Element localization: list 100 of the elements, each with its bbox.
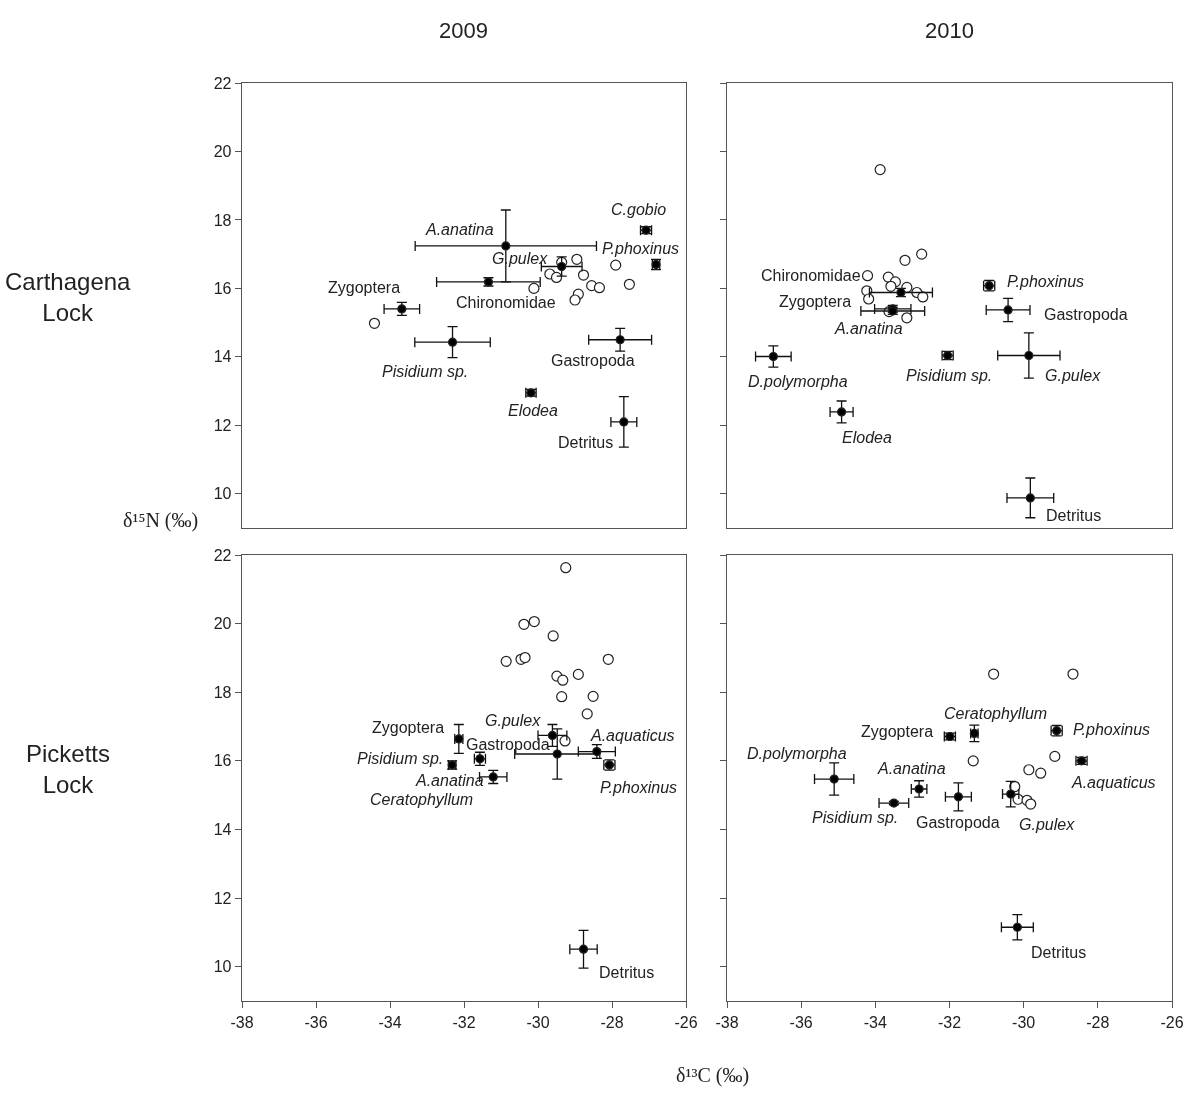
point xyxy=(528,282,540,294)
point xyxy=(1067,668,1079,680)
series-label: Ceratophyllum xyxy=(944,705,1048,722)
point xyxy=(619,417,629,427)
point xyxy=(528,615,540,628)
point xyxy=(988,668,1000,680)
chart-title: 2009 xyxy=(439,18,488,43)
series-label: Chironomidae xyxy=(456,294,556,311)
series-label: Pisidium sp. xyxy=(812,809,899,826)
point xyxy=(1035,767,1047,779)
series-label: Pisidium sp. xyxy=(906,367,993,384)
series-label: A.anatina xyxy=(877,760,946,777)
series-label: P.phoxinus xyxy=(1073,721,1151,738)
point xyxy=(899,254,911,266)
point xyxy=(768,351,778,362)
point xyxy=(861,270,874,282)
point xyxy=(593,282,606,294)
point xyxy=(557,674,569,686)
point xyxy=(557,261,567,272)
point xyxy=(556,691,568,703)
x-tick-label: -38 xyxy=(230,1013,254,1031)
y-tick-label: 20 xyxy=(213,615,232,633)
point xyxy=(560,562,572,574)
point xyxy=(885,280,897,292)
series-label: Zygoptera xyxy=(861,723,934,740)
series-label: G.pulex xyxy=(1019,816,1076,833)
y-tick-label: 12 xyxy=(213,416,232,434)
x-tick-label: -36 xyxy=(304,1013,328,1031)
point xyxy=(501,241,511,251)
y-tick-label: 14 xyxy=(213,348,232,366)
series-label: P.phoxinus xyxy=(1007,273,1085,290)
point xyxy=(552,749,562,759)
series-label: A.aquaticus xyxy=(1071,774,1156,791)
point xyxy=(967,755,979,767)
series-label: Pisidium sp. xyxy=(357,750,444,767)
y-tick-label: 20 xyxy=(213,143,232,161)
point xyxy=(581,708,593,720)
y-tick-label: 10 xyxy=(213,958,232,976)
point xyxy=(1024,350,1034,361)
x-tick-label: -38 xyxy=(715,1013,739,1031)
series-label: Ceratophyllum xyxy=(370,791,474,808)
point xyxy=(953,792,963,802)
point xyxy=(578,944,589,954)
series-label: P.phoxinus xyxy=(600,779,678,796)
point xyxy=(1012,922,1022,932)
x-tick-label: -26 xyxy=(674,1013,698,1031)
x-tick-label: -32 xyxy=(452,1013,476,1031)
series-label: Zygoptera xyxy=(372,719,445,736)
series-label: P.phoxinus xyxy=(602,240,680,257)
text: Gastropoda xyxy=(1044,306,1128,323)
point xyxy=(1025,798,1037,810)
point xyxy=(623,278,635,290)
y-tick-label: 16 xyxy=(213,279,232,297)
point xyxy=(1049,750,1061,762)
point xyxy=(518,618,530,630)
point xyxy=(500,655,512,667)
series-label: Elodea xyxy=(842,429,892,446)
y-tick-label: 12 xyxy=(213,889,232,907)
x-tick-label: -28 xyxy=(600,1013,624,1031)
series-label: A.anatina xyxy=(415,772,484,789)
point xyxy=(615,335,625,345)
x-tick-label: -30 xyxy=(1012,1013,1036,1031)
y-axis-title: δ¹⁵N (‰) xyxy=(123,509,199,532)
point xyxy=(572,668,584,680)
series-label: A.aquaticus xyxy=(590,727,675,744)
point xyxy=(916,248,928,260)
point xyxy=(447,337,458,347)
point xyxy=(917,291,929,303)
series-label: D.polymorpha xyxy=(748,373,848,390)
text: Chironomidae xyxy=(761,267,861,284)
point xyxy=(1025,493,1035,503)
point xyxy=(1003,305,1013,315)
series-label: Gastropoda xyxy=(551,352,635,369)
y-tick-label: 22 xyxy=(213,74,232,92)
x-axis-title: δ¹³C (‰) xyxy=(676,1064,750,1087)
y-tick-label: 18 xyxy=(213,683,232,701)
point xyxy=(547,630,559,642)
y-tick-label: 14 xyxy=(213,821,232,839)
point xyxy=(874,164,886,176)
point xyxy=(829,774,839,784)
series-label: Detritus xyxy=(558,434,614,451)
y-tick-label: 10 xyxy=(213,485,232,503)
chart-title: 2010 xyxy=(925,18,974,43)
series-label: Gastropoda xyxy=(916,814,1000,831)
series-label: C.gobio xyxy=(611,201,667,218)
x-tick-label: -26 xyxy=(1160,1013,1184,1031)
text: Zygoptera xyxy=(779,293,852,310)
x-tick-label: -36 xyxy=(789,1013,813,1031)
point xyxy=(368,317,381,329)
x-tick-label: -34 xyxy=(863,1013,887,1031)
x-tick-label: -34 xyxy=(378,1013,402,1031)
point xyxy=(836,407,847,417)
series-label: A.anatina xyxy=(834,320,903,337)
series-label: Zygoptera xyxy=(328,279,401,296)
series-label: A.anatina xyxy=(425,221,494,238)
point xyxy=(602,653,614,665)
point xyxy=(863,293,875,305)
series-label: G.pulex xyxy=(485,712,542,729)
point xyxy=(569,294,581,306)
point xyxy=(577,269,590,281)
